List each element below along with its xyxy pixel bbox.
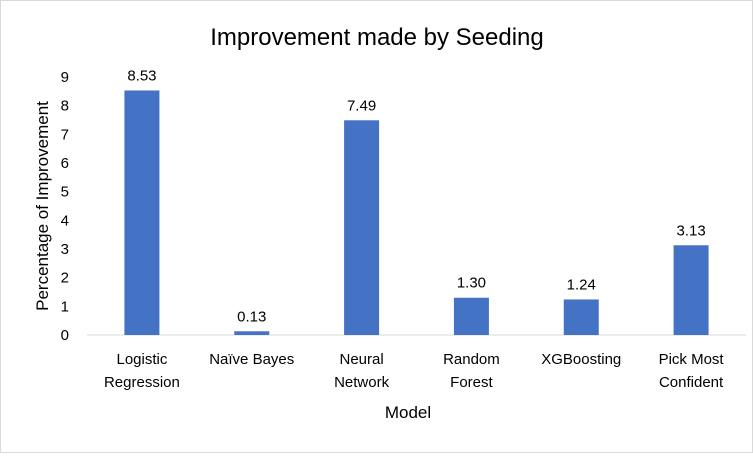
bars-group [124,90,709,336]
y-axis-title: Percentage of Improvement [33,101,52,311]
y-tick-label: 1 [61,298,69,315]
x-category-label: Network [334,374,390,391]
x-category-label: Confident [659,374,724,391]
x-axis-title: Model [385,403,431,422]
y-tick-label: 2 [61,270,69,287]
bar [234,331,270,335]
x-category-label: Random [443,351,500,368]
bar [453,297,489,335]
data-labels-group: 8.53 0.13 7.49 1.30 1.24 3.13 [127,67,705,325]
x-category-label: Logistic [116,351,167,368]
y-axis-ticks: 0 1 2 3 4 5 6 7 8 9 [61,69,69,344]
chart-title: Improvement made by Seeding [210,24,544,51]
y-tick-label: 7 [61,126,69,143]
x-axis-categories: Logistic Regression Naïve Bayes Neural Netwo… [104,351,724,391]
bar [344,120,380,335]
data-label: 1.30 [457,275,486,292]
bar [563,299,599,335]
bar [124,90,160,336]
x-category-label: Neural [339,351,383,368]
data-label: 3.13 [676,222,705,239]
y-tick-label: 9 [61,69,69,86]
y-tick-label: 4 [61,212,69,229]
data-label: 1.24 [567,276,596,293]
y-tick-label: 6 [61,155,69,172]
bar [673,245,709,335]
x-category-label: Pick Most [659,351,725,368]
x-category-label: Forest [450,374,493,391]
y-tick-label: 3 [61,241,69,258]
data-label: 0.13 [237,308,266,325]
y-tick-label: 5 [61,184,69,201]
data-label: 7.49 [347,97,376,114]
x-category-label: Naïve Bayes [209,351,294,368]
x-category-label: Regression [104,374,180,391]
y-tick-label: 8 [61,98,69,115]
y-tick-label: 0 [61,327,69,344]
x-category-label: XGBoosting [541,351,621,368]
data-label: 8.53 [127,67,156,84]
